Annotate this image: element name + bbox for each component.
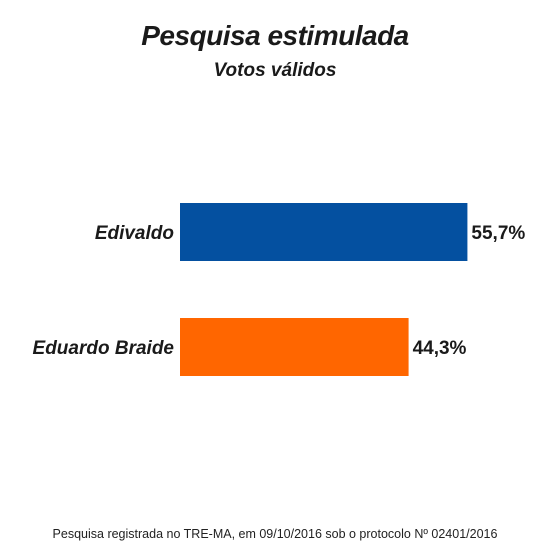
category-label-1: Eduardo Braide (33, 338, 175, 359)
bar-0 (180, 203, 468, 261)
bar-1 (180, 318, 409, 376)
registration-footnote: Pesquisa registrada no TRE-MA, em 09/10/… (52, 527, 498, 541)
value-label-0: 55,7% (471, 223, 525, 244)
value-label-1: 44,3% (413, 338, 467, 359)
chart-subtitle: Votos válidos (213, 60, 337, 81)
category-label-0: Edivaldo (95, 223, 174, 244)
chart-title: Pesquisa estimulada (141, 20, 409, 51)
